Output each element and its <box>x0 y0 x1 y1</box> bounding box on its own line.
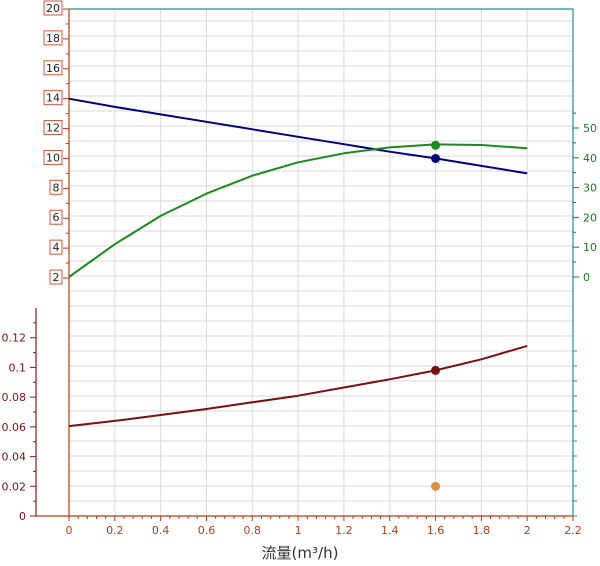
power-tick-label: 0.02 <box>2 480 27 493</box>
head-tick-label: 18 <box>46 32 60 45</box>
head-tick-label: 4 <box>53 241 60 254</box>
x-tick-label: 1 <box>295 524 302 537</box>
series-npsh-operating-point <box>431 481 441 491</box>
series-efficiency-operating-point <box>431 140 441 150</box>
head-tick-label: 2 <box>53 271 60 284</box>
axes: 0 0.2 0.4 0.6 0.8 1 1.2 1.4 1.6 1.8 2 2.2 2 4 6 8 10 12 14… <box>2 0 597 537</box>
x-tick-label: 1.4 <box>381 524 399 537</box>
power-tick-label: 0 <box>19 510 26 523</box>
efficiency-tick-label: 40 <box>583 152 597 165</box>
head-tick-box <box>49 239 63 255</box>
x-tick-label: 2 <box>524 524 531 537</box>
x-axis-title: 流量(m³/h) <box>262 544 339 562</box>
x-tick-label: 0.6 <box>198 524 216 537</box>
head-tick-label: 12 <box>46 122 60 135</box>
head-tick-box <box>43 30 63 46</box>
efficiency-tick-label: 20 <box>583 211 597 224</box>
series-efficiency-line <box>68 143 528 278</box>
series-power-operating-point <box>431 365 441 375</box>
power-tick-label: 0.1 <box>9 361 27 374</box>
series-power-line <box>68 344 528 428</box>
x-tick-label: 0 <box>66 524 73 537</box>
head-tick-box <box>43 0 63 16</box>
head-tick-box <box>43 90 63 106</box>
x-tick-label: 0.4 <box>152 524 170 537</box>
head-tick-box <box>49 269 63 285</box>
efficiency-tick-label: 50 <box>583 122 597 135</box>
head-tick-label: 6 <box>53 211 60 224</box>
efficiency-tick-label: 30 <box>583 182 597 195</box>
head-tick-box <box>43 149 63 165</box>
head-tick-label: 20 <box>46 2 60 15</box>
x-tick-label: 0.8 <box>244 524 262 537</box>
head-tick-label: 14 <box>46 92 60 105</box>
head-tick-box <box>49 209 63 225</box>
power-tick-label: 0.12 <box>2 332 27 345</box>
plot-area <box>69 9 573 516</box>
x-tick-label: 2.2 <box>564 524 582 537</box>
head-tick-box <box>43 60 63 76</box>
grid <box>68 9 574 517</box>
x-tick-label: 1.2 <box>335 524 353 537</box>
head-tick-box <box>43 120 63 136</box>
head-tick-label: 16 <box>46 62 60 75</box>
head-tick-label: 10 <box>46 151 60 164</box>
x-tick-label: 1.6 <box>427 524 445 537</box>
efficiency-tick-label: 10 <box>583 241 597 254</box>
series-layer <box>68 97 528 491</box>
x-tick-label: 1.8 <box>473 524 491 537</box>
power-tick-label: 0.04 <box>2 451 27 464</box>
power-tick-label: 0.08 <box>2 391 27 404</box>
head-tick-label: 8 <box>53 181 60 194</box>
x-tick-label: 0.2 <box>106 524 124 537</box>
power-tick-label: 0.06 <box>2 421 27 434</box>
series-head-line <box>68 97 528 175</box>
head-tick-box <box>49 179 63 195</box>
series-head-operating-point <box>431 153 441 163</box>
efficiency-tick-label: 0 <box>583 271 590 284</box>
